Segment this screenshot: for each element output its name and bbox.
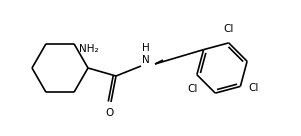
Text: O: O [105, 108, 113, 118]
Text: NH₂: NH₂ [79, 44, 99, 54]
Text: Cl: Cl [224, 24, 234, 34]
Text: Cl: Cl [188, 84, 198, 94]
Text: Cl: Cl [248, 83, 259, 93]
Text: H
N: H N [142, 43, 150, 65]
